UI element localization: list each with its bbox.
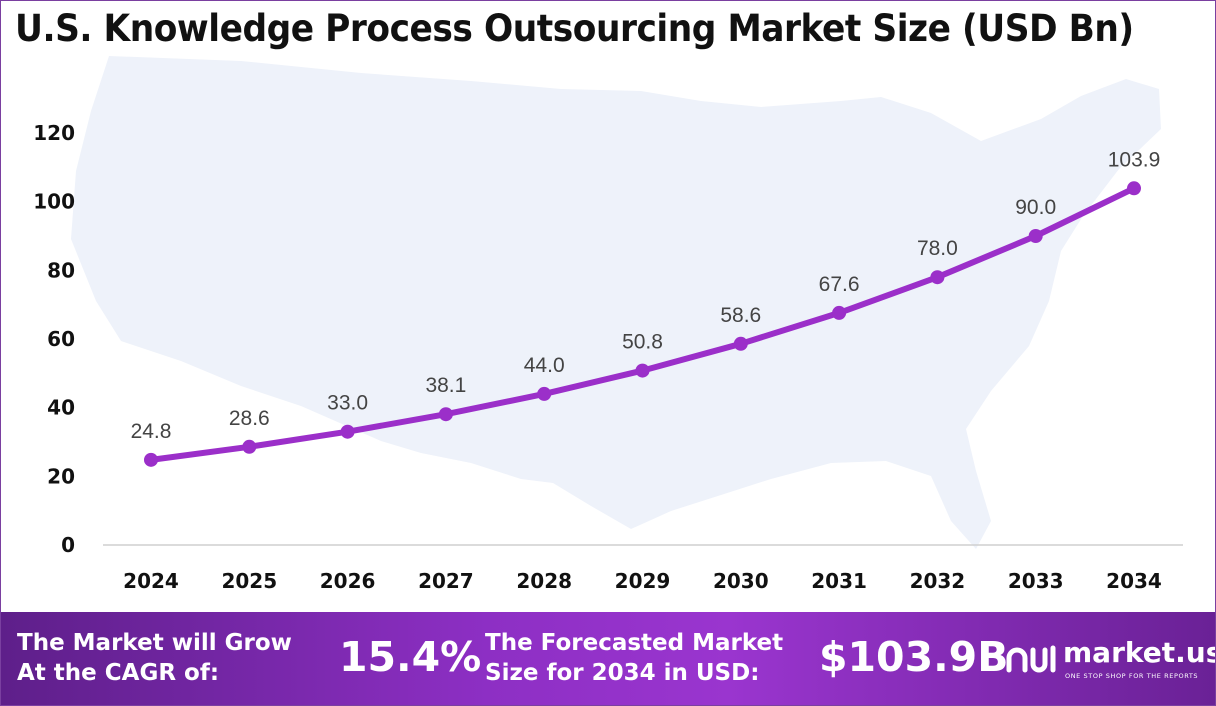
x-tick-label: 2030 bbox=[713, 569, 769, 593]
data-label: 44.0 bbox=[524, 354, 565, 377]
forecast-caption-line2: Size for 2034 in USD: bbox=[485, 660, 760, 686]
y-tick-label: 40 bbox=[47, 396, 75, 420]
x-tick-label: 2025 bbox=[221, 569, 277, 593]
x-tick-label: 2033 bbox=[1008, 569, 1064, 593]
forecast-caption: The Forecasted Market Size for 2034 in U… bbox=[485, 628, 783, 688]
cagr-caption-line1: The Market will Grow bbox=[17, 630, 292, 656]
data-label: 28.6 bbox=[229, 407, 270, 430]
data-point bbox=[340, 424, 355, 439]
data-point bbox=[733, 336, 748, 351]
cagr-caption: The Market will Grow At the CAGR of: bbox=[17, 628, 292, 688]
chart-title: U.S. Knowledge Process Outsourcing Marke… bbox=[15, 7, 1134, 50]
brand-logo: market.us ONE STOP SHOP FOR THE REPORTS bbox=[1005, 636, 1216, 686]
brand-name: market.us bbox=[1063, 636, 1216, 669]
x-tick-label: 2027 bbox=[418, 569, 474, 593]
data-label: 50.8 bbox=[622, 331, 663, 354]
x-tick-label: 2034 bbox=[1106, 569, 1162, 593]
brand-tagline: ONE STOP SHOP FOR THE REPORTS bbox=[1065, 672, 1199, 680]
x-tick-label: 2032 bbox=[910, 569, 966, 593]
data-label: 67.6 bbox=[819, 273, 860, 296]
line-chart: 0 20 40 60 80 100 120 2024 2025 2026 2027 2028 2029 2… bbox=[33, 56, 1183, 593]
footer-banner: The Market will Grow At the CAGR of: 15.… bbox=[1, 612, 1215, 705]
y-tick-label: 100 bbox=[33, 190, 75, 214]
y-tick-label: 20 bbox=[47, 464, 75, 488]
data-point bbox=[832, 305, 847, 320]
us-map-silhouette bbox=[71, 56, 1161, 549]
y-tick-label: 80 bbox=[47, 258, 75, 282]
data-point bbox=[242, 439, 257, 454]
y-tick-label: 60 bbox=[47, 327, 75, 351]
data-point bbox=[144, 452, 158, 467]
x-tick-label: 2026 bbox=[320, 569, 376, 593]
data-point bbox=[438, 407, 453, 422]
data-label: 78.0 bbox=[917, 237, 958, 260]
data-point bbox=[635, 363, 650, 378]
data-label: 90.0 bbox=[1015, 196, 1056, 219]
x-tick-label: 2031 bbox=[811, 569, 867, 593]
data-label: 103.9 bbox=[1108, 148, 1161, 171]
data-labels-group: 24.8 28.6 33.0 38.1 44.0 50.8 58.6 67.6 78.0 90.0… bbox=[131, 148, 1161, 443]
data-label: 33.0 bbox=[327, 392, 368, 415]
forecast-value: $103.9B bbox=[819, 633, 1009, 681]
data-label: 58.6 bbox=[720, 304, 761, 327]
y-tick-label: 120 bbox=[33, 121, 75, 145]
data-label: 38.1 bbox=[425, 374, 466, 397]
axes: 0 20 40 60 80 100 120 2024 2025 2026 2027 2028 2029 2… bbox=[33, 121, 1183, 593]
data-point bbox=[930, 270, 945, 285]
data-label: 24.8 bbox=[131, 420, 172, 443]
data-point bbox=[1028, 229, 1043, 243]
series-line-group bbox=[144, 181, 1141, 467]
x-tick-label: 2029 bbox=[615, 569, 671, 593]
y-tick-label: 0 bbox=[61, 533, 75, 557]
x-tick-label: 2028 bbox=[516, 569, 572, 593]
forecast-caption-line1: The Forecasted Market bbox=[485, 630, 784, 656]
data-point bbox=[1127, 181, 1141, 196]
data-point bbox=[537, 386, 552, 401]
market-us-logo-icon bbox=[1006, 645, 1056, 673]
cagr-caption-line2: At the CAGR of: bbox=[17, 660, 220, 686]
x-tick-label: 2024 bbox=[123, 569, 179, 593]
cagr-value: 15.4% bbox=[339, 633, 482, 681]
